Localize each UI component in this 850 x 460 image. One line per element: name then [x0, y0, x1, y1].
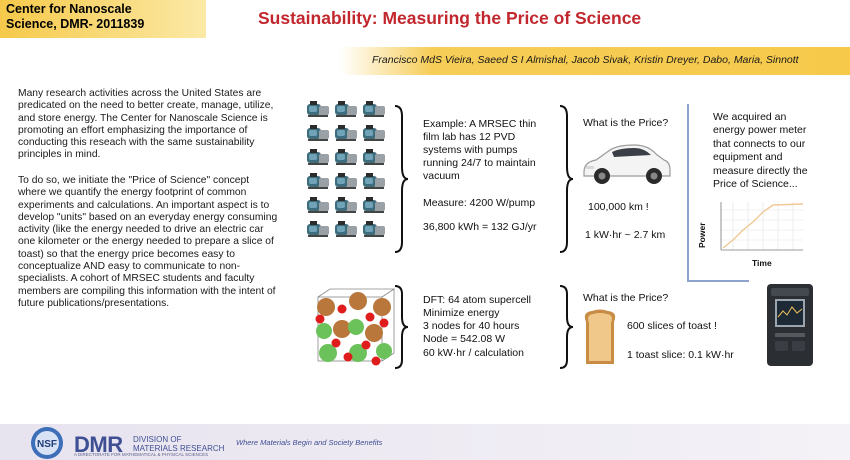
example-1-line-1: Example: A MRSEC thin: [423, 118, 537, 130]
price-question-2: What is the Price?: [583, 292, 669, 304]
meter-line-5: measure directly the: [713, 165, 808, 177]
power-time-plot: [720, 202, 804, 251]
car-unit-conversion: 1 kW·hr ~ 2.7 km: [585, 229, 666, 241]
meter-line-6: Price of Science...: [713, 178, 798, 190]
division-line-1: DIVISION OF: [133, 435, 182, 444]
meter-line-2: energy power meter: [713, 124, 807, 136]
author-banner: [340, 47, 850, 75]
page-title: Sustainability: Measuring the Price of S…: [258, 8, 642, 28]
directorate-text: A DIRECTORATE FOR MATHEMATICAL & PHYSICA…: [74, 452, 209, 457]
vacuum-pumps-image: [307, 101, 385, 237]
example-1-line-3: systems with pumps: [423, 144, 518, 156]
meter-line-4: equipment and: [713, 151, 783, 163]
atomic-supercell-image: [315, 288, 396, 366]
author-list: Francisco MdS Vieira, Saeed S I Almishal…: [372, 54, 799, 66]
power-meter-device-image: [767, 284, 813, 366]
plot-y-label: Power: [697, 222, 707, 248]
footer-banner: [0, 424, 850, 460]
center-name-line2: Science, DMR- 2011839: [6, 17, 145, 31]
example-2-line-2: Minimize energy: [423, 307, 500, 319]
right-brace-icon: [394, 105, 409, 253]
meter-panel-border-left: [687, 104, 689, 282]
toast-image: [584, 309, 616, 364]
example-1-line-5: vacuum: [423, 170, 460, 182]
right-brace-icon: [559, 105, 574, 253]
meter-line-1: We acquired an: [713, 111, 787, 123]
intro-paragraph-1: Many research activities across the Unit…: [18, 88, 274, 161]
toast-slices-equivalent: 600 slices of toast !: [627, 320, 717, 332]
plot-x-label: Time: [752, 258, 772, 268]
meter-line-3: that connects to our: [713, 138, 806, 150]
intro-paragraph-2: To do so, we initiate the "Price of Scie…: [18, 175, 278, 309]
nsf-logo-text: NSF: [37, 439, 57, 450]
center-name-line1: Center for Nanoscale: [6, 2, 132, 16]
right-brace-icon: [394, 285, 409, 369]
example-2-line-3: 3 nodes for 40 hours: [423, 320, 520, 332]
footer-tagline: Where Materials Begin and Society Benefi…: [236, 438, 383, 447]
example-1-total: 36,800 kWh = 132 GJ/yr: [423, 221, 537, 233]
example-1-line-2: film lab has 12 PVD: [423, 131, 516, 143]
price-question-1: What is the Price?: [583, 117, 669, 129]
car-km-equivalent: 100,000 km !: [588, 201, 649, 213]
example-1-measure: Measure: 4200 W/pump: [423, 197, 536, 209]
example-2-line-5: 60 kW·hr / calculation: [423, 347, 524, 359]
right-brace-icon: [559, 285, 574, 369]
example-2-line-4: Node = 542.08 W: [423, 333, 506, 345]
center-label-box: Center for Nanoscale Science, DMR- 20118…: [0, 0, 206, 38]
example-2-line-1: DFT: 64 atom supercell: [423, 294, 531, 306]
electric-car-image: [583, 144, 671, 184]
division-line-2: MATERIALS RESEARCH: [133, 444, 225, 453]
meter-panel-border-bottom: [687, 280, 749, 282]
pump-icon: [307, 101, 385, 237]
toast-unit-conversion: 1 toast slice: 0.1 kW·hr: [627, 349, 734, 361]
example-1-line-4: running 24/7 to maintain: [423, 157, 536, 169]
nsf-logo: NSF: [31, 427, 63, 459]
dmr-logo-text: DMR: [74, 432, 123, 457]
